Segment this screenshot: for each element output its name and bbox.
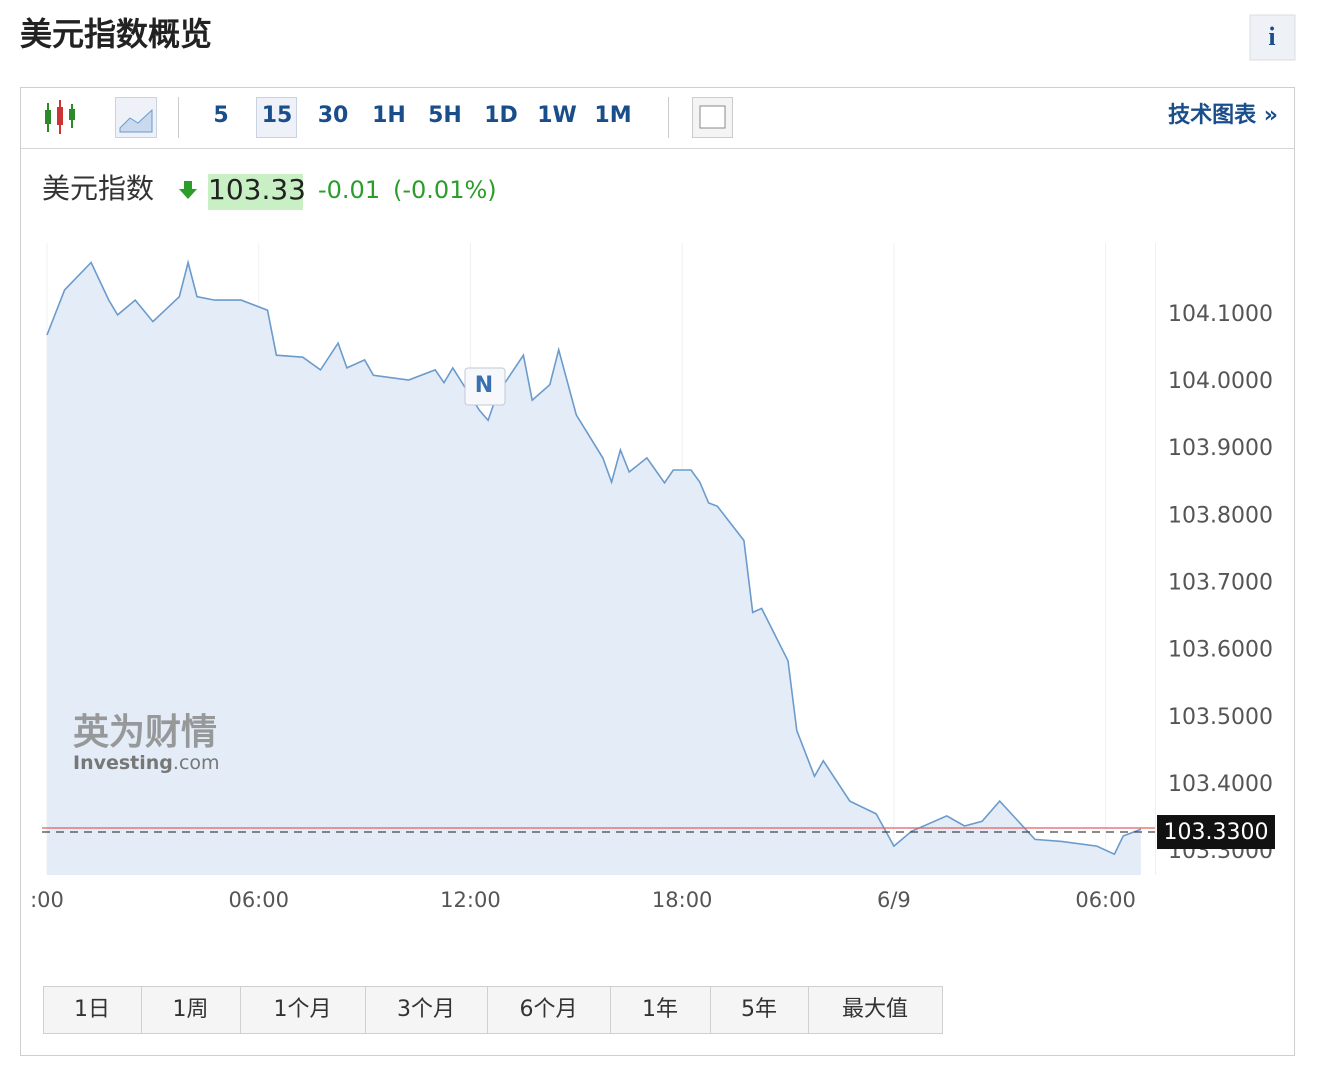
interval-button[interactable]: 1M: [594, 103, 631, 128]
quote-change-pct: (-0.01%): [393, 176, 497, 204]
range-button[interactable]: [141, 986, 241, 1034]
interval-button[interactable]: 5: [213, 103, 228, 128]
y-tick-label: 104.0000: [1168, 369, 1273, 394]
x-tick-label: 06:00: [228, 888, 289, 912]
info-button[interactable]: [1249, 14, 1296, 61]
page-title: 美元指数概览: [20, 15, 212, 53]
interval-button[interactable]: 1W: [537, 103, 577, 128]
range-label[interactable]: 5年: [741, 997, 777, 1022]
quote-name: 美元指数: [42, 172, 154, 205]
range-button[interactable]: [610, 986, 711, 1034]
y-tick-label: 103.8000: [1168, 503, 1273, 528]
x-tick-label: 6/9: [877, 888, 911, 912]
interval-button[interactable]: 1H: [372, 103, 406, 128]
watermark-brand: Investing: [73, 752, 173, 774]
x-tick-label: 18:00: [652, 888, 713, 912]
range-label[interactable]: 1日: [74, 997, 110, 1022]
quote-price: 103.33: [208, 173, 306, 206]
price-line: [46, 259, 1142, 856]
watermark-cn: 英为财情: [73, 712, 217, 753]
quote-change: -0.01: [318, 176, 380, 204]
x-tick-label: 12:00: [440, 888, 501, 912]
y-tick-label: 103.9000: [1168, 436, 1273, 461]
interval-selected[interactable]: [256, 97, 297, 138]
last-value-label: 103.3300: [1164, 820, 1269, 845]
range-button[interactable]: [808, 986, 943, 1034]
x-tick-label: :00: [30, 888, 64, 912]
range-button[interactable]: [487, 986, 611, 1034]
interval-button[interactable]: 30: [318, 103, 349, 128]
layout-icon: [699, 105, 726, 129]
line-icon-glyph: [119, 108, 153, 133]
range-button[interactable]: [240, 986, 366, 1034]
interval-button[interactable]: 5H: [428, 103, 462, 128]
y-tick-label: 103.5000: [1168, 705, 1273, 730]
range-label[interactable]: 3个月: [397, 997, 455, 1022]
y-tick-label: 104.1000: [1168, 302, 1273, 327]
range-label[interactable]: 1年: [642, 997, 678, 1022]
y-tick-label: 103.6000: [1168, 638, 1273, 663]
range-label[interactable]: 1周: [173, 997, 209, 1022]
price-highlight: [208, 174, 303, 210]
y-tick-label: 103.4000: [1168, 772, 1273, 797]
down-arrow: [179, 181, 197, 199]
range-button[interactable]: [365, 986, 488, 1034]
candle-icon[interactable]: [45, 100, 75, 134]
watermark-suffix: .com: [173, 752, 220, 774]
interval-button[interactable]: 1D: [484, 103, 518, 128]
price-area: [47, 262, 1141, 875]
news-marker[interactable]: [464, 367, 506, 406]
range-button[interactable]: [710, 986, 809, 1034]
news-marker-label[interactable]: N: [475, 373, 493, 398]
watermark-en: Investing.com: [73, 752, 220, 774]
range-button[interactable]: [43, 986, 142, 1034]
last-value-box: [1157, 815, 1275, 850]
range-label[interactable]: 1个月: [274, 997, 332, 1022]
interval-button[interactable]: 15: [262, 103, 293, 128]
x-tick-label: 06:00: [1075, 888, 1136, 912]
watermark: 英为财情 Investing.com: [73, 712, 220, 774]
range-label[interactable]: 6个月: [520, 997, 578, 1022]
info-icon[interactable]: i: [1268, 22, 1275, 51]
range-label[interactable]: 最大值: [842, 997, 908, 1022]
y-tick-label: 103.7000: [1168, 571, 1273, 596]
tech-chart-link[interactable]: 技术图表 »: [1168, 103, 1278, 128]
